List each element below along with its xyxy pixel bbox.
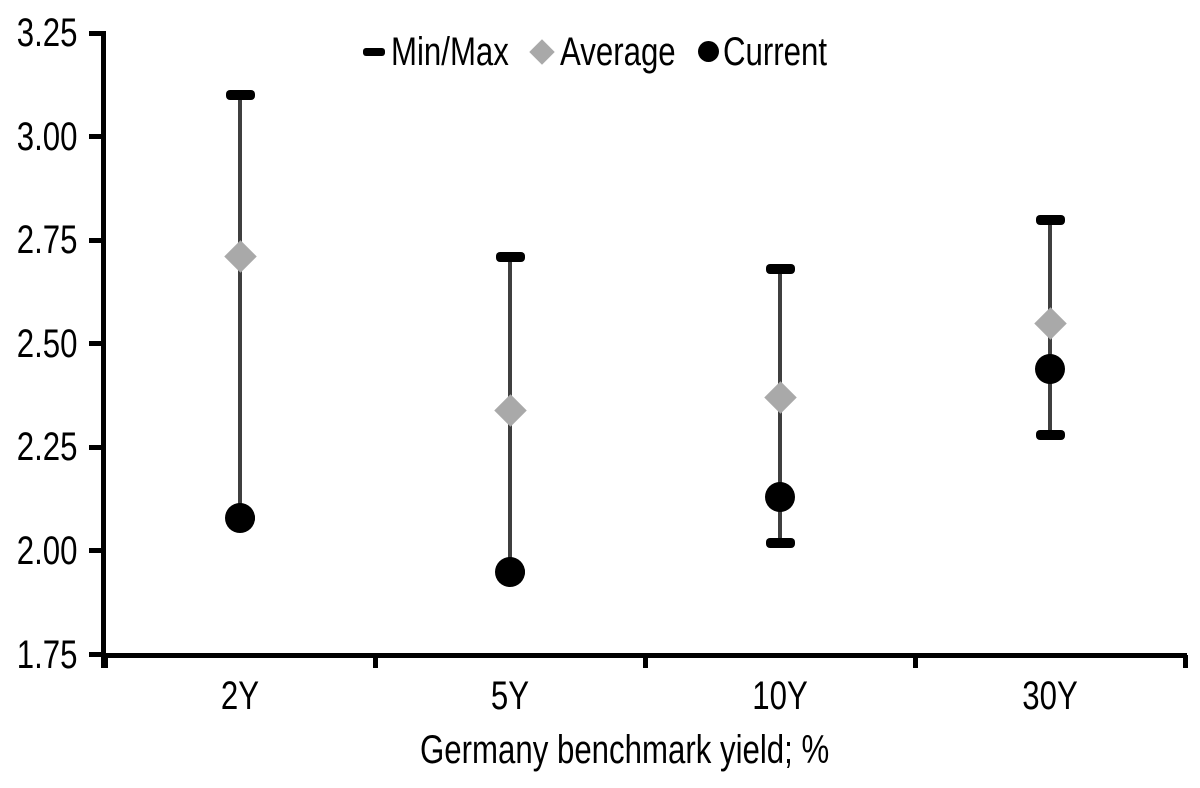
legend-average-label: Average	[560, 30, 676, 74]
range-line	[238, 95, 242, 518]
y-tick-mark	[89, 341, 103, 347]
max-cap-marker	[1035, 214, 1065, 225]
legend-current-label: Current	[723, 30, 828, 74]
category-label: 5Y	[490, 674, 530, 718]
category-label: 30Y	[1022, 674, 1078, 718]
x-tick-mark	[372, 655, 378, 668]
min-cap-marker	[765, 537, 795, 548]
y-tick-mark	[89, 652, 103, 657]
current-circle-marker	[765, 482, 795, 513]
current-circle-marker	[1035, 353, 1065, 384]
x-tick-mark	[1182, 655, 1188, 668]
category-label: 10Y	[752, 674, 808, 718]
y-tick-label: 3.00	[16, 114, 78, 159]
y-tick-label: 2.25	[16, 425, 78, 470]
y-tick-mark	[89, 444, 103, 450]
y-tick-label: 2.75	[16, 218, 78, 263]
current-circle-marker	[495, 556, 525, 587]
y-tick-label: 2.50	[16, 321, 78, 366]
y-tick-mark	[89, 30, 103, 36]
x-tick-mark	[912, 655, 918, 668]
current-circle-icon	[698, 41, 719, 62]
average-diamond-marker	[763, 381, 797, 414]
y-axis-line	[101, 31, 106, 668]
y-tick-label: 2.00	[16, 528, 78, 573]
y-tick-label: 3.25	[16, 11, 78, 55]
y-tick-mark	[89, 237, 103, 243]
average-diamond-marker	[493, 393, 527, 427]
y-tick-mark	[89, 548, 103, 554]
average-diamond-icon	[529, 39, 555, 65]
average-diamond-marker	[223, 240, 257, 273]
x-tick-mark	[642, 655, 648, 668]
max-cap-marker	[495, 251, 525, 262]
min-cap-marker	[1035, 429, 1065, 440]
y-tick-label: 1.75	[16, 632, 78, 677]
y-tick-mark	[89, 134, 103, 140]
category-label: 2Y	[220, 674, 260, 718]
current-circle-marker	[225, 502, 255, 533]
x-axis-title: Germany benchmark yield; %	[420, 728, 830, 772]
max-cap-marker	[765, 264, 795, 275]
max-cap-marker	[225, 90, 255, 101]
legend-minmax-label: Min/Max	[391, 30, 509, 74]
minmax-dash-icon	[363, 48, 385, 56]
x-tick-mark	[102, 655, 108, 668]
average-diamond-marker	[1033, 306, 1067, 340]
